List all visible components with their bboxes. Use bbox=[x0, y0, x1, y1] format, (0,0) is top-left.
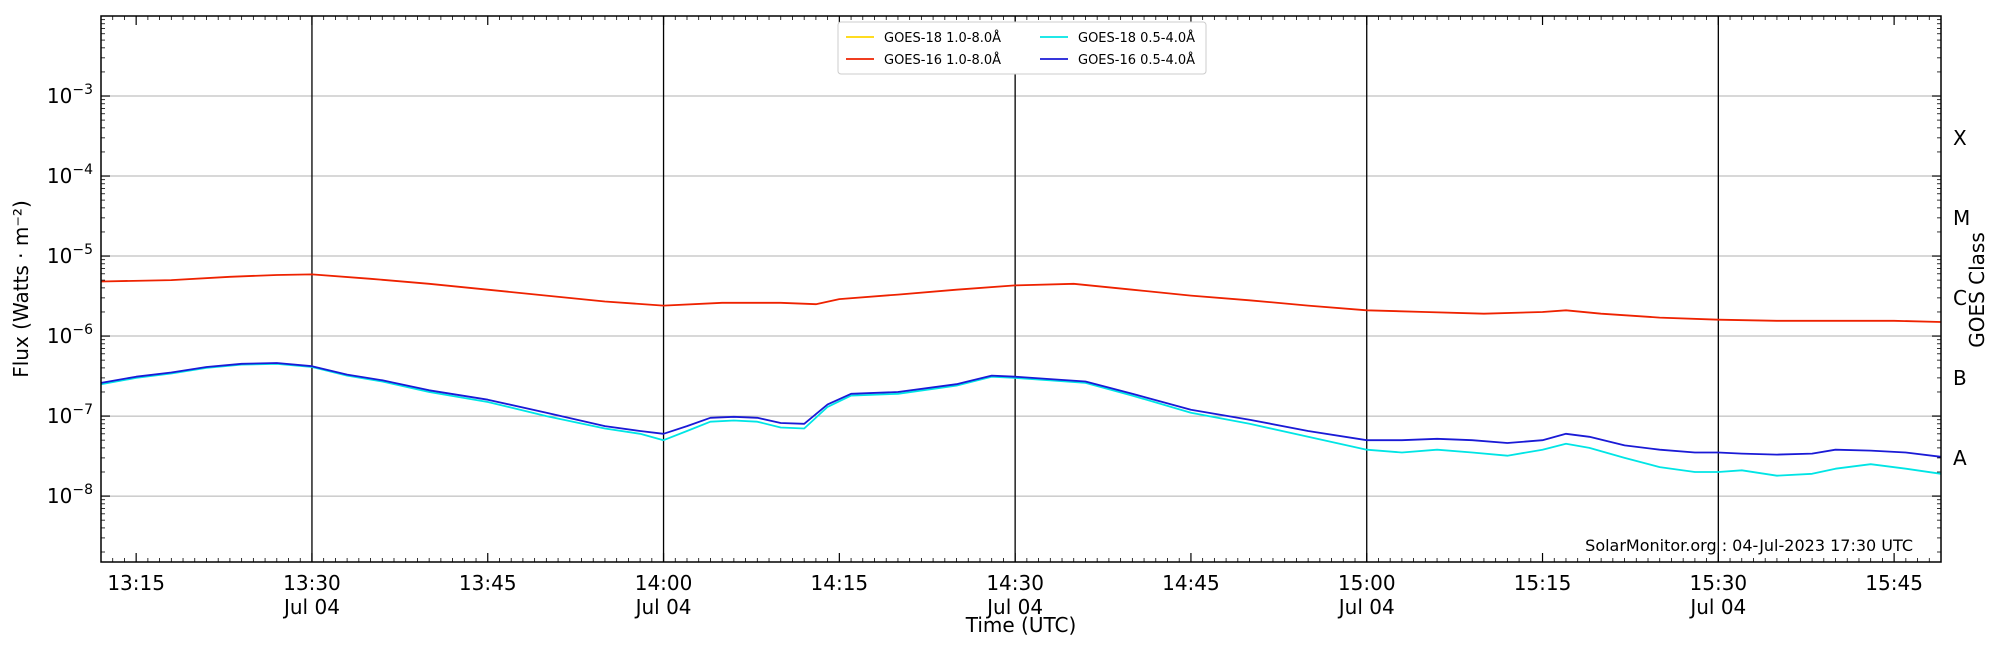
goes-class-M: M bbox=[1953, 206, 1970, 230]
goes-class-B: B bbox=[1953, 366, 1967, 390]
goes-class-X: X bbox=[1953, 126, 1967, 150]
y-tick-label-1: 10−7 bbox=[47, 402, 93, 428]
vertical-lines-layer bbox=[311, 16, 1719, 562]
legend: GOES-18 1.0-8.0Å GOES-16 1.0-8.0Å GOES-18 … bbox=[837, 21, 1207, 75]
goes-class-A: A bbox=[1953, 446, 1967, 470]
goes-class-C: C bbox=[1953, 286, 1967, 310]
x-tick-label-9: 15:30 bbox=[1690, 571, 1748, 595]
credit-annotation: SolarMonitor.org : 04-Jul-2023 17:30 UTC bbox=[1585, 536, 1913, 555]
series-line-3 bbox=[100, 362, 1942, 458]
legend-label-0: GOES-18 1.0-8.0Å bbox=[884, 30, 1001, 46]
x-tick-date-1: Jul 04 bbox=[282, 595, 340, 619]
goes-class-labels: A B C M X bbox=[1953, 126, 1970, 470]
y-tick-label-3: 10−5 bbox=[47, 242, 93, 268]
x-tick-date-5: Jul 04 bbox=[985, 595, 1043, 619]
series-layer bbox=[100, 273, 1942, 477]
x-tick-label-7: 15:00 bbox=[1338, 571, 1396, 595]
series-line-1 bbox=[100, 273, 1942, 323]
x-tick-date-9: Jul 04 bbox=[1688, 595, 1746, 619]
x-axis-title: Time (UTC) bbox=[965, 613, 1077, 637]
legend-label-3: GOES-16 0.5-4.0Å bbox=[1078, 52, 1195, 68]
y-axis-title: Flux (Watts · m⁻²) bbox=[9, 200, 33, 378]
y-tick-label-0: 10−8 bbox=[47, 482, 93, 508]
plot-frame bbox=[100, 15, 1942, 563]
tick-layer bbox=[100, 16, 1942, 562]
x-tick-label-5: 14:30 bbox=[986, 571, 1044, 595]
y-tick-label-5: 10−3 bbox=[47, 82, 93, 108]
right-axis-title: GOES Class bbox=[1965, 232, 1989, 348]
x-tick-date-3: Jul 04 bbox=[634, 595, 692, 619]
x-tick-label-3: 14:00 bbox=[635, 571, 693, 595]
x-tick-label-0: 13:15 bbox=[107, 571, 165, 595]
x-tick-label-10: 15:45 bbox=[1865, 571, 1923, 595]
x-tick-label-4: 14:15 bbox=[811, 571, 869, 595]
series-line-2 bbox=[100, 362, 1942, 477]
x-tick-label-1: 13:30 bbox=[283, 571, 341, 595]
legend-label-1: GOES-16 1.0-8.0Å bbox=[884, 52, 1001, 68]
y-tick-label-2: 10−6 bbox=[47, 322, 93, 348]
legend-frame bbox=[837, 21, 1207, 75]
x-tick-label-8: 15:15 bbox=[1514, 571, 1572, 595]
y-tick-label-4: 10−4 bbox=[47, 162, 93, 188]
x-tick-label-2: 13:45 bbox=[459, 571, 517, 595]
y-tick-labels: 10−8 10−7 10−6 10−5 10−4 10−3 bbox=[47, 82, 93, 508]
grid-layer bbox=[101, 95, 1941, 497]
legend-label-2: GOES-18 0.5-4.0Å bbox=[1078, 30, 1195, 46]
x-tick-label-6: 14:45 bbox=[1162, 571, 1220, 595]
x-tick-date-7: Jul 04 bbox=[1337, 595, 1395, 619]
